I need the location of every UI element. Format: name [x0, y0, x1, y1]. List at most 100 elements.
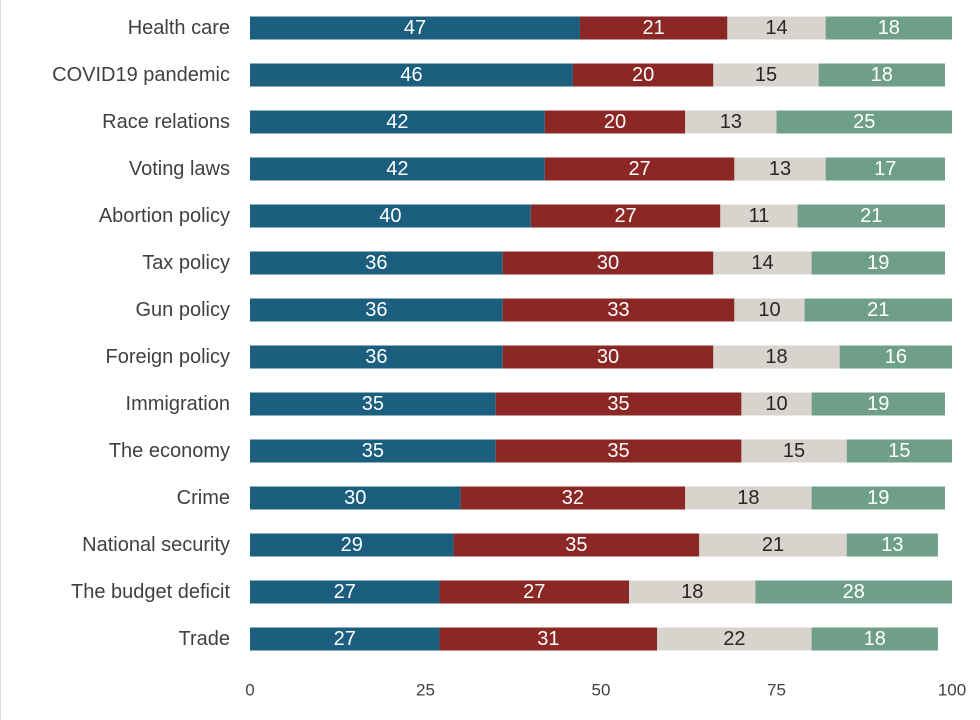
x-tick-label: 25 — [416, 681, 435, 700]
x-tick-label: 0 — [245, 681, 254, 700]
data-label: 27 — [523, 581, 545, 603]
data-label: 46 — [400, 64, 422, 86]
data-label: 15 — [755, 64, 777, 86]
bar-segment — [250, 63, 573, 87]
bar-segment — [741, 439, 847, 463]
data-label: 32 — [562, 487, 584, 509]
bar-segment — [250, 204, 531, 228]
category-label: Trade — [178, 628, 230, 650]
data-label: 35 — [607, 440, 629, 462]
bar-segment — [804, 298, 952, 322]
data-label: 13 — [769, 158, 791, 180]
bar-segment — [530, 204, 721, 228]
data-label: 29 — [341, 534, 363, 556]
bar-segment — [250, 486, 461, 510]
bar-segment — [502, 298, 735, 322]
bar-segment — [713, 63, 819, 87]
bar-segment — [811, 486, 945, 510]
data-label: 30 — [597, 346, 619, 368]
data-label: 10 — [765, 393, 787, 415]
category-label: Crime — [177, 487, 230, 509]
data-label: 18 — [737, 487, 759, 509]
data-label: 17 — [874, 158, 896, 180]
bar-segment — [734, 157, 826, 181]
data-label: 18 — [871, 64, 893, 86]
data-label: 42 — [386, 158, 408, 180]
data-label: 21 — [867, 299, 889, 321]
data-label: 15 — [783, 440, 805, 462]
bar-segment — [727, 16, 826, 40]
category-label: Foreign policy — [105, 346, 230, 368]
bar-segment — [250, 392, 496, 416]
data-label: 21 — [643, 17, 665, 39]
data-label: 28 — [843, 581, 865, 603]
bar-segment — [741, 392, 812, 416]
bar-segment — [579, 16, 728, 40]
data-label: 30 — [597, 252, 619, 274]
bar-segment — [685, 486, 812, 510]
data-label: 13 — [720, 111, 742, 133]
bar-segment — [250, 533, 454, 557]
bar-segment — [502, 251, 714, 275]
data-label: 18 — [878, 17, 900, 39]
bar-segment — [629, 580, 756, 604]
bar-segment — [839, 345, 952, 369]
bar-segment — [495, 392, 742, 416]
bar-segment — [811, 627, 938, 651]
bar-segment — [846, 439, 952, 463]
data-label: 36 — [365, 252, 387, 274]
category-label: Health care — [128, 17, 230, 39]
data-label: 20 — [632, 64, 654, 86]
data-label: 14 — [751, 252, 773, 274]
bar-segment — [797, 204, 945, 228]
bar-segment — [544, 157, 735, 181]
bar-segment — [250, 110, 545, 134]
category-label: Voting laws — [129, 158, 230, 180]
data-label: 21 — [860, 205, 882, 227]
data-label: 20 — [604, 111, 626, 133]
bar-segment — [250, 580, 440, 604]
category-label: COVID19 pandemic — [52, 64, 230, 86]
bar-segment — [811, 392, 945, 416]
x-tick-label: 75 — [767, 681, 786, 700]
bar-segment — [250, 298, 503, 322]
data-label: 47 — [404, 17, 426, 39]
data-label: 27 — [334, 581, 356, 603]
bar-segment — [846, 533, 938, 557]
bar-segment — [544, 110, 686, 134]
data-label: 35 — [565, 534, 587, 556]
data-label: 13 — [881, 534, 903, 556]
data-label: 11 — [749, 205, 770, 227]
bar-segment — [776, 110, 952, 134]
data-label: 27 — [614, 205, 636, 227]
x-tick-label: 50 — [592, 681, 611, 700]
data-label: 30 — [344, 487, 366, 509]
data-label: 36 — [365, 346, 387, 368]
bar-segment — [572, 63, 714, 87]
data-label: 35 — [362, 440, 384, 462]
bar-segment — [825, 16, 952, 40]
bar-segment — [250, 345, 503, 369]
bar-segment — [720, 204, 798, 228]
data-label: 16 — [885, 346, 907, 368]
data-label: 42 — [386, 111, 408, 133]
category-label: Race relations — [102, 111, 230, 133]
bar-segment — [755, 580, 952, 604]
data-label: 40 — [379, 205, 401, 227]
bar-segment — [818, 63, 945, 87]
data-label: 35 — [607, 393, 629, 415]
category-label: Abortion policy — [99, 205, 230, 227]
data-label: 18 — [864, 628, 886, 650]
data-label: 35 — [362, 393, 384, 415]
data-label: 18 — [765, 346, 787, 368]
data-label: 15 — [888, 440, 910, 462]
bar-segment — [250, 251, 503, 275]
category-label: The economy — [109, 440, 230, 462]
data-label: 27 — [334, 628, 356, 650]
bar-segment — [699, 533, 847, 557]
x-tick-label: 100 — [938, 681, 966, 700]
data-label: 21 — [762, 534, 784, 556]
data-label: 19 — [867, 393, 889, 415]
data-label: 36 — [365, 299, 387, 321]
